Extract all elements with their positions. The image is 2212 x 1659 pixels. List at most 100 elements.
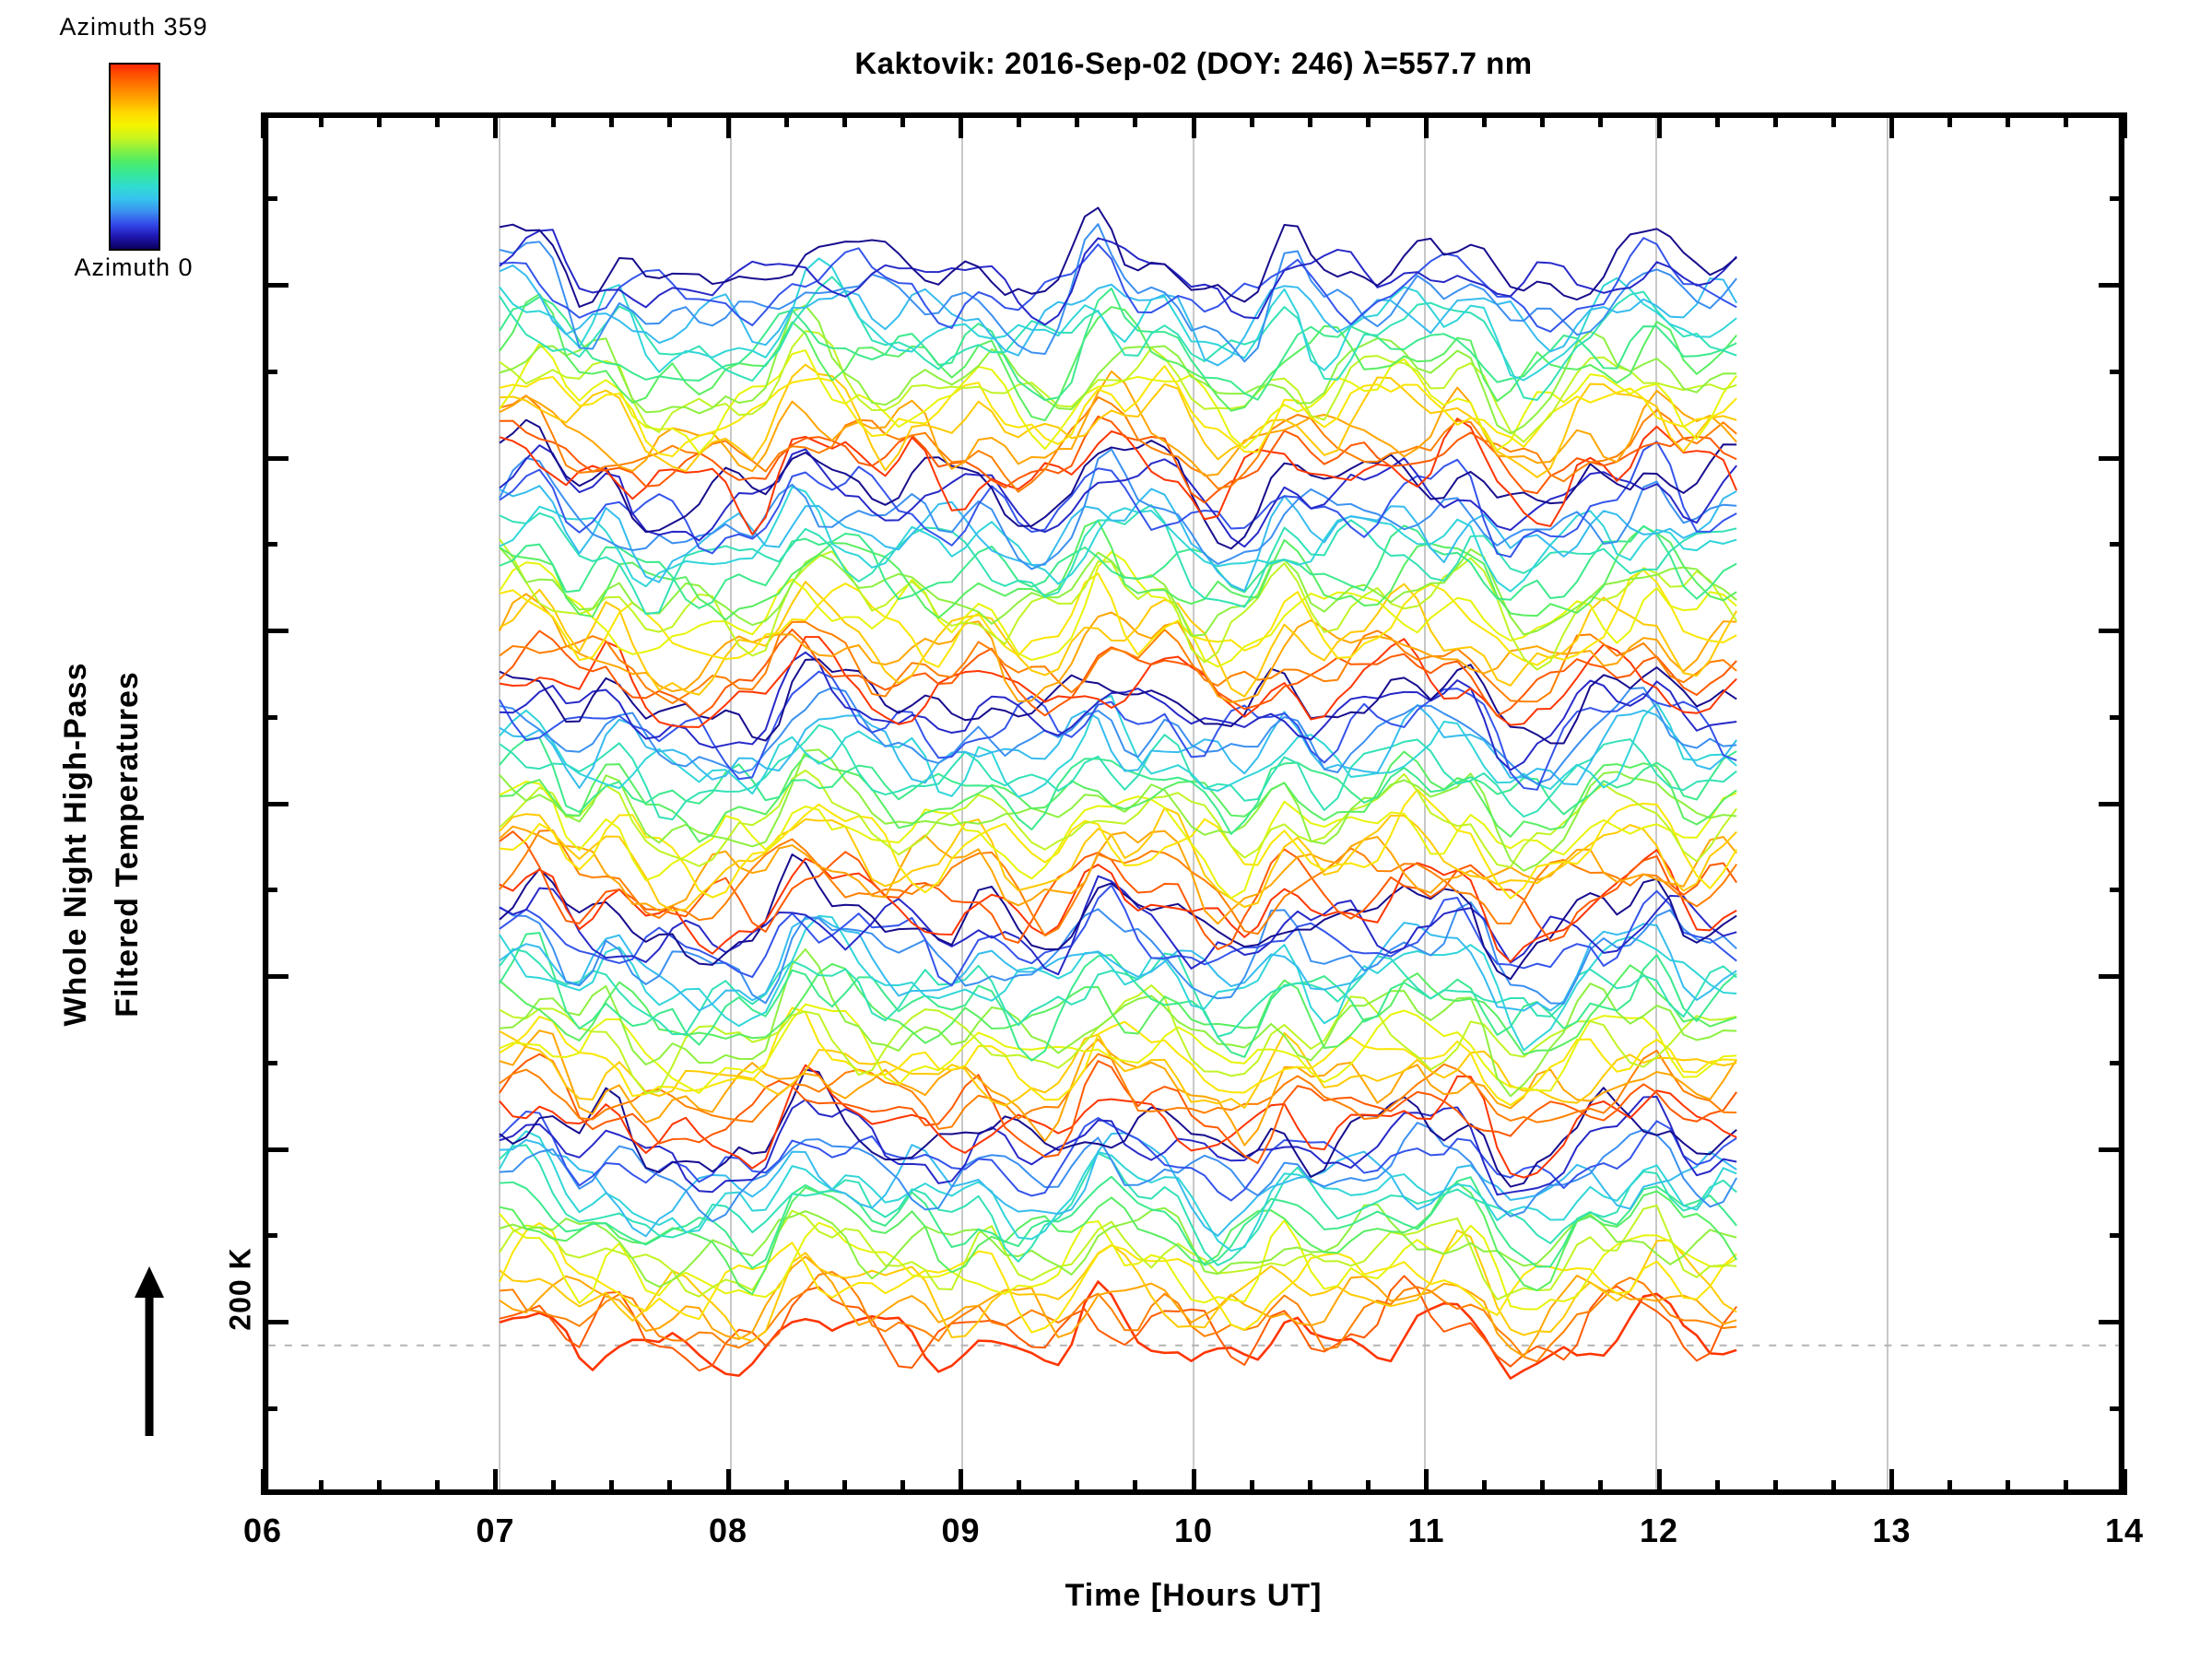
series-line (499, 830, 1738, 951)
x-axis-title: Time [Hours UT] (1065, 1578, 1323, 1613)
series-line (499, 237, 1737, 333)
series-line (499, 703, 1737, 789)
x-minor-tick (1133, 112, 1138, 127)
x-minor-tick (1947, 1480, 1953, 1495)
x-minor-tick (1365, 112, 1371, 127)
series-line (499, 947, 1737, 1098)
y-minor-tick (2110, 1406, 2124, 1411)
x-minor-tick (318, 112, 324, 127)
series-line (499, 748, 1737, 872)
x-minor-tick (1540, 1480, 1546, 1495)
series-line (499, 658, 1737, 745)
y-major-tick (2099, 974, 2124, 979)
series-line (499, 724, 1737, 821)
y-major-tick (263, 1320, 288, 1324)
x-minor-tick (609, 112, 615, 127)
series-line (499, 524, 1737, 609)
x-minor-tick (609, 1480, 615, 1495)
series-line (499, 363, 1737, 478)
plot-frame (263, 112, 2124, 1495)
y-major-tick (263, 629, 288, 633)
x-major-tick (260, 1469, 265, 1495)
x-minor-tick (667, 1480, 673, 1495)
x-minor-tick (1307, 112, 1312, 127)
x-major-tick (260, 112, 265, 138)
azimuth-colorbar-legend: Azimuth 359 Azimuth 0 (0, 0, 276, 281)
x-tick-label: 07 (476, 1512, 515, 1549)
x-minor-tick (1307, 1480, 1312, 1495)
series-line (499, 1280, 1737, 1380)
x-minor-tick (841, 112, 847, 127)
x-major-tick (959, 1469, 963, 1495)
series-line (499, 736, 1737, 835)
y-major-tick (2099, 1147, 2124, 1152)
series-line (499, 750, 1737, 843)
series-line (499, 1222, 1737, 1334)
series-line (499, 342, 1737, 454)
x-minor-tick (783, 112, 789, 127)
series-line (499, 788, 1738, 900)
y-minor-tick (2110, 888, 2124, 893)
y-major-tick (2099, 629, 2124, 633)
series-line (499, 1213, 1737, 1311)
y-minor-tick (2110, 714, 2124, 720)
plot-area (268, 118, 2119, 1489)
y-axis-title-line1: Whole Night High-Pass (58, 662, 93, 1027)
x-tick-label: 11 (1407, 1512, 1445, 1549)
series-line (499, 304, 1737, 435)
y-axis-title: Whole Night High-Pass Filtered Temperatu… (50, 291, 153, 1397)
series-line (499, 581, 1738, 698)
x-minor-tick (1830, 112, 1836, 127)
series-line (499, 1130, 1737, 1253)
x-minor-tick (1772, 112, 1778, 127)
series-line (499, 547, 1737, 637)
scale-arrow-icon (135, 1266, 164, 1436)
y-major-tick (263, 974, 288, 979)
x-major-tick (1424, 1469, 1429, 1495)
series-line (499, 293, 1737, 422)
x-tick-label: 06 (242, 1512, 283, 1549)
series-line (499, 620, 1737, 705)
series-line (499, 829, 1737, 937)
series-line (499, 206, 1737, 308)
x-minor-tick (1133, 1480, 1138, 1495)
series-line (499, 1068, 1737, 1188)
series-line (499, 519, 1737, 621)
series-line (499, 900, 1737, 1005)
series-line (499, 781, 1737, 900)
x-minor-tick (1714, 112, 1720, 127)
x-tick-label: 14 (2104, 1512, 2145, 1549)
chart-title: Kaktovik: 2016-Sep-02 (DOY: 246) λ=557.7… (854, 46, 1533, 80)
x-minor-tick (1598, 112, 1604, 127)
y-major-tick (263, 1147, 288, 1152)
series-line (499, 276, 1737, 402)
series-line (499, 1122, 1738, 1223)
series-line (499, 1096, 1737, 1196)
x-tick-label: 08 (708, 1512, 748, 1549)
y-axis-title-line2: Filtered Temperatures (110, 671, 145, 1018)
series-line (499, 962, 1737, 1055)
x-minor-tick (1249, 112, 1254, 127)
series-line (499, 1275, 1737, 1372)
x-minor-tick (1365, 1480, 1371, 1495)
x-minor-tick (1947, 112, 1953, 127)
x-major-tick (1656, 112, 1662, 138)
colorbar-max-label: Azimuth 359 (59, 13, 208, 41)
series-line (499, 486, 1737, 593)
x-tick-label: 13 (1872, 1512, 1912, 1549)
x-minor-tick (841, 1480, 847, 1495)
series-line (499, 441, 1737, 559)
x-major-tick (2122, 1469, 2127, 1495)
series-line (499, 365, 1737, 458)
x-minor-tick (434, 112, 440, 127)
series-line (499, 444, 1737, 548)
series-line (499, 853, 1737, 981)
y-minor-tick (2110, 196, 2124, 202)
x-major-tick (1889, 1469, 1894, 1495)
x-tick-label: 09 (941, 1512, 981, 1549)
series-line (499, 418, 1738, 535)
x-minor-tick (1249, 1480, 1254, 1495)
series-line (499, 257, 1737, 382)
x-tick-label: 10 (1173, 1512, 1214, 1549)
x-minor-tick (667, 112, 673, 127)
